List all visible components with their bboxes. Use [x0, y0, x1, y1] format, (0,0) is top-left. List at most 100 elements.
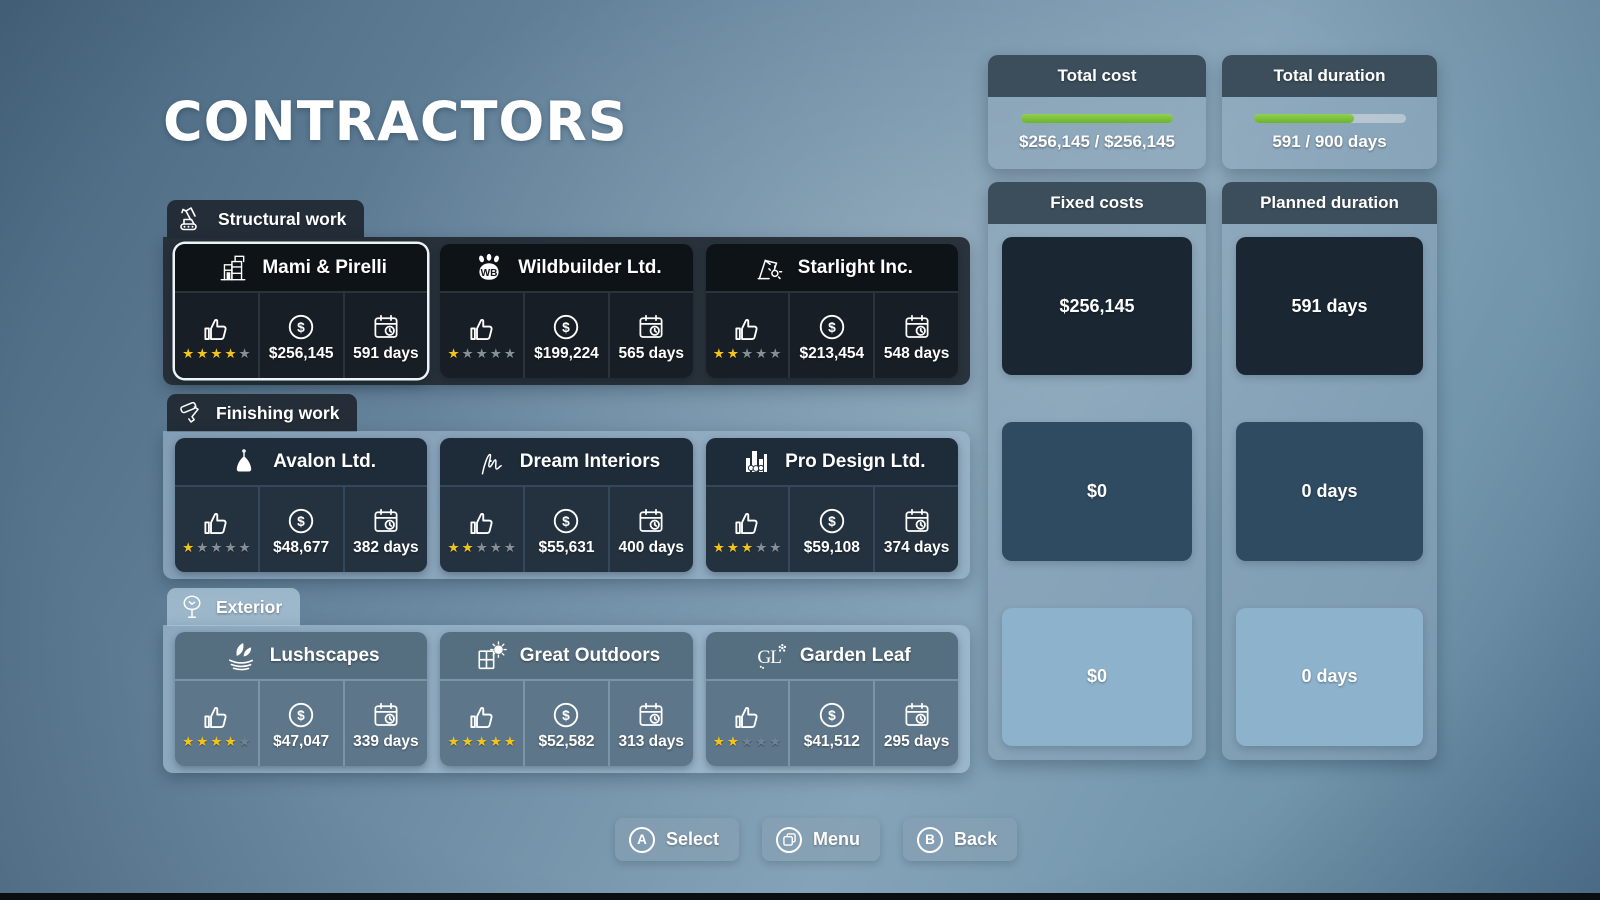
star-icon: ★ [755, 346, 768, 362]
section-tab-exterior: Exterior [167, 588, 301, 626]
calendar-clock-icon [902, 700, 932, 730]
total-cost-progress-track [1021, 114, 1173, 123]
total-cost-panel: Total cost $256,145 / $256,145 [988, 55, 1206, 169]
thumbs-up-icon [467, 314, 497, 344]
star-icon: ★ [755, 734, 768, 750]
card-stats: ★ ★ ★ ★ ★ $ $59,108 374 days [705, 487, 958, 572]
star-icon: ★ [740, 734, 754, 750]
dollar-coin-icon: $ [286, 312, 316, 342]
star-icon: ★ [475, 540, 488, 556]
cost-cell: $ $55,631 [525, 487, 608, 572]
star-icon: ★ [769, 346, 782, 362]
card-header: Avalon Ltd. [175, 438, 428, 485]
contractor-card-starlight[interactable]: Starlight Inc. ★ ★ ★ ★ ★ $ $213,454 548 days [705, 244, 958, 378]
dollar-coin-icon: $ [817, 700, 847, 730]
svg-text:$: $ [563, 320, 571, 335]
star-rating: ★ ★ ★ ★ ★ [713, 347, 782, 361]
cost-value: $199,224 [534, 345, 599, 362]
contractor-card-avalon[interactable]: Avalon Ltd. ★ ★ ★ ★ ★ $ $48,677 382 days [175, 438, 428, 572]
rating-cell: ★ ★ ★ ★ ★ [175, 293, 258, 378]
star-icon: ★ [740, 540, 754, 556]
star-icon: ★ [224, 734, 237, 750]
duration-cell: 374 days [875, 487, 958, 572]
contractor-name: Starlight Inc. [797, 256, 913, 278]
total-cost-value: $256,145 / $256,145 [1019, 132, 1175, 151]
duration-value: 382 days [353, 539, 419, 556]
dream-interiors-logo-icon [473, 444, 509, 480]
fixed-cost-finishing: $0 [1002, 422, 1192, 561]
star-icon: ★ [182, 346, 195, 362]
contractor-card-wildbuilder[interactable]: WB Wildbuilder Ltd. ★ ★ ★ ★ ★ $ $199,224 [440, 244, 693, 378]
contractor-card-mami-pirelli[interactable]: Mami & Pirelli ★ ★ ★ ★ ★ $ $256,145 591 days [175, 244, 428, 378]
contractor-name: Avalon Ltd. [273, 450, 377, 472]
contractor-card-dream-interiors[interactable]: Dream Interiors ★ ★ ★ ★ ★ $ $55,631 400 days [440, 438, 693, 572]
a-button-letter: A [637, 832, 647, 847]
rating-cell: ★ ★ ★ ★ ★ [705, 681, 789, 766]
star-rating: ★ ★ ★ ★ ★ [182, 735, 251, 749]
calendar-clock-icon [902, 506, 932, 536]
section-structural: Structural work Mami & Pirelli ★ ★ ★ ★ ★ $ [163, 200, 970, 385]
total-duration-value: 591 / 900 days [1272, 132, 1387, 151]
duration-cell: 591 days [344, 293, 428, 378]
section-tab-structural-work: Structural work [167, 200, 365, 238]
star-icon: ★ [712, 346, 725, 362]
contractor-card-lushscapes[interactable]: Lushscapes ★ ★ ★ ★ ★ $ $47,047 339 days [175, 632, 428, 766]
card-stats: ★ ★ ★ ★ ★ $ $47,047 339 days [175, 681, 428, 766]
thumbs-up-icon [732, 702, 762, 732]
contractor-name: Lushscapes [269, 644, 380, 666]
star-icon: ★ [769, 540, 782, 556]
star-icon: ★ [196, 346, 209, 362]
total-duration-progress-track [1253, 114, 1406, 123]
back-button[interactable]: B Back [903, 818, 1018, 861]
star-rating: ★ ★ ★ ★ ★ [182, 541, 251, 555]
cost-cell: $ $256,145 [259, 293, 343, 378]
star-rating: ★ ★ ★ ★ ★ [713, 541, 782, 555]
menu-button[interactable]: Menu [762, 818, 881, 861]
star-icon: ★ [196, 734, 209, 750]
card-header: Great Outdoors [440, 632, 693, 679]
star-icon: ★ [182, 734, 195, 750]
cost-value: $47,047 [273, 733, 330, 750]
footer-buttons: A Select Menu B Back [615, 818, 1018, 861]
contractor-name: Mami & Pirelli [262, 256, 387, 278]
calendar-clock-icon [636, 506, 666, 536]
svg-text:GL: GL [757, 646, 781, 667]
cost-cell: $ $47,047 [259, 681, 343, 766]
pro-design-logo-icon [738, 444, 774, 480]
star-icon: ★ [726, 346, 739, 362]
section-tab-finishing-work: Finishing work [167, 394, 358, 432]
calendar-clock-icon [636, 312, 666, 342]
page-title: CONTRACTORS [163, 90, 628, 153]
contractor-card-great-outdoors[interactable]: Great Outdoors ★ ★ ★ ★ ★ $ $52,582 313 days [440, 632, 693, 766]
star-icon: ★ [224, 540, 237, 556]
total-duration-panel: Total duration 591 / 900 days [1222, 55, 1437, 169]
total-duration-progress-fill [1253, 114, 1354, 123]
section-panel-finishing: Avalon Ltd. ★ ★ ★ ★ ★ $ $48,677 382 days [163, 431, 970, 579]
dollar-coin-icon: $ [817, 312, 847, 342]
a-button-icon: A [629, 826, 655, 853]
dollar-coin-icon: $ [286, 506, 316, 536]
rating-cell: ★ ★ ★ ★ ★ [175, 681, 258, 766]
starlight-logo-icon [751, 250, 787, 286]
contractor-card-garden-leaf[interactable]: GL Garden Leaf ★ ★ ★ ★ ★ $ $41,512 2 [705, 632, 958, 766]
planned-duration-panel: Planned duration 591 days 0 days 0 days [1222, 182, 1437, 760]
planned-duration-body: 591 days 0 days 0 days [1222, 224, 1437, 760]
dollar-coin-icon: $ [817, 506, 847, 536]
cost-value: $48,677 [273, 539, 330, 556]
card-stats: ★ ★ ★ ★ ★ $ $256,145 591 days [175, 293, 428, 378]
rating-cell: ★ ★ ★ ★ ★ [705, 293, 789, 378]
star-icon: ★ [238, 346, 251, 362]
star-icon: ★ [210, 346, 223, 362]
star-icon: ★ [461, 346, 474, 362]
svg-text:$: $ [828, 320, 836, 335]
calendar-clock-icon [636, 700, 666, 730]
section-tab-label: Exterior [216, 596, 283, 617]
contractor-card-pro-design[interactable]: Pro Design Ltd. ★ ★ ★ ★ ★ $ $59,108 374 days [705, 438, 958, 572]
duration-value: 374 days [883, 539, 950, 556]
select-button[interactable]: A Select [615, 818, 740, 861]
card-header: Pro Design Ltd. [705, 438, 958, 485]
cost-value: $55,631 [538, 539, 595, 556]
dollar-coin-icon: $ [286, 700, 316, 730]
card-stats: ★ ★ ★ ★ ★ $ $55,631 400 days [440, 487, 693, 572]
